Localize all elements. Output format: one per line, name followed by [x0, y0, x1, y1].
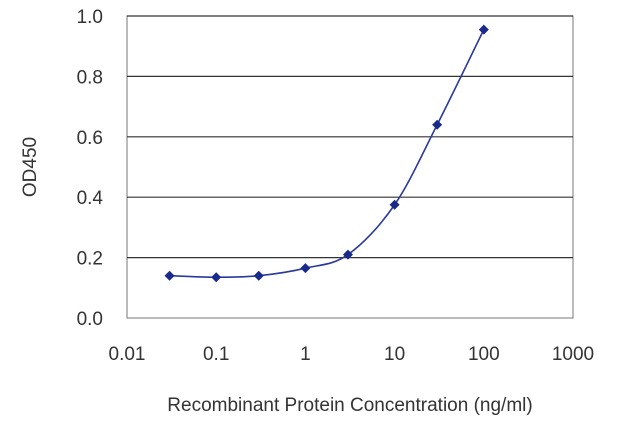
y-tick-label: 0.0	[77, 309, 103, 330]
x-tick-label: 1	[300, 344, 311, 365]
y-tick-label: 0.6	[77, 128, 103, 149]
data-point	[342, 249, 353, 260]
x-tick-label: 0.1	[203, 344, 229, 365]
fit-curve	[169, 29, 485, 279]
y-tick-label: 0.8	[77, 67, 103, 88]
x-tick-label: 100	[468, 344, 500, 365]
data-point	[211, 272, 222, 283]
x-tick-label: 10	[384, 344, 405, 365]
y-tick-label: 0.2	[77, 249, 103, 270]
y-tick-label: 1.0	[77, 7, 103, 28]
data-point	[300, 263, 311, 274]
data-points	[164, 24, 489, 283]
plot-area	[126, 15, 574, 319]
y-axis-title: OD450	[20, 137, 41, 197]
data-point	[432, 119, 443, 130]
y-tick-label: 0.4	[77, 188, 104, 209]
x-tick-labels: 0.01 0.1 1 10 100 1000	[109, 344, 595, 365]
grid-lines	[127, 15, 573, 259]
x-axis-title: Recombinant Protein Concentration (ng/ml…	[167, 395, 532, 416]
y-tick-labels: 0.0 0.2 0.4 0.6 0.8 1.0	[77, 7, 104, 330]
data-point	[164, 270, 175, 281]
x-tick-label: 0.01	[109, 344, 146, 365]
data-point	[389, 199, 400, 210]
data-point	[478, 24, 489, 35]
data-point	[253, 270, 264, 281]
x-tick-label: 1000	[552, 344, 594, 365]
